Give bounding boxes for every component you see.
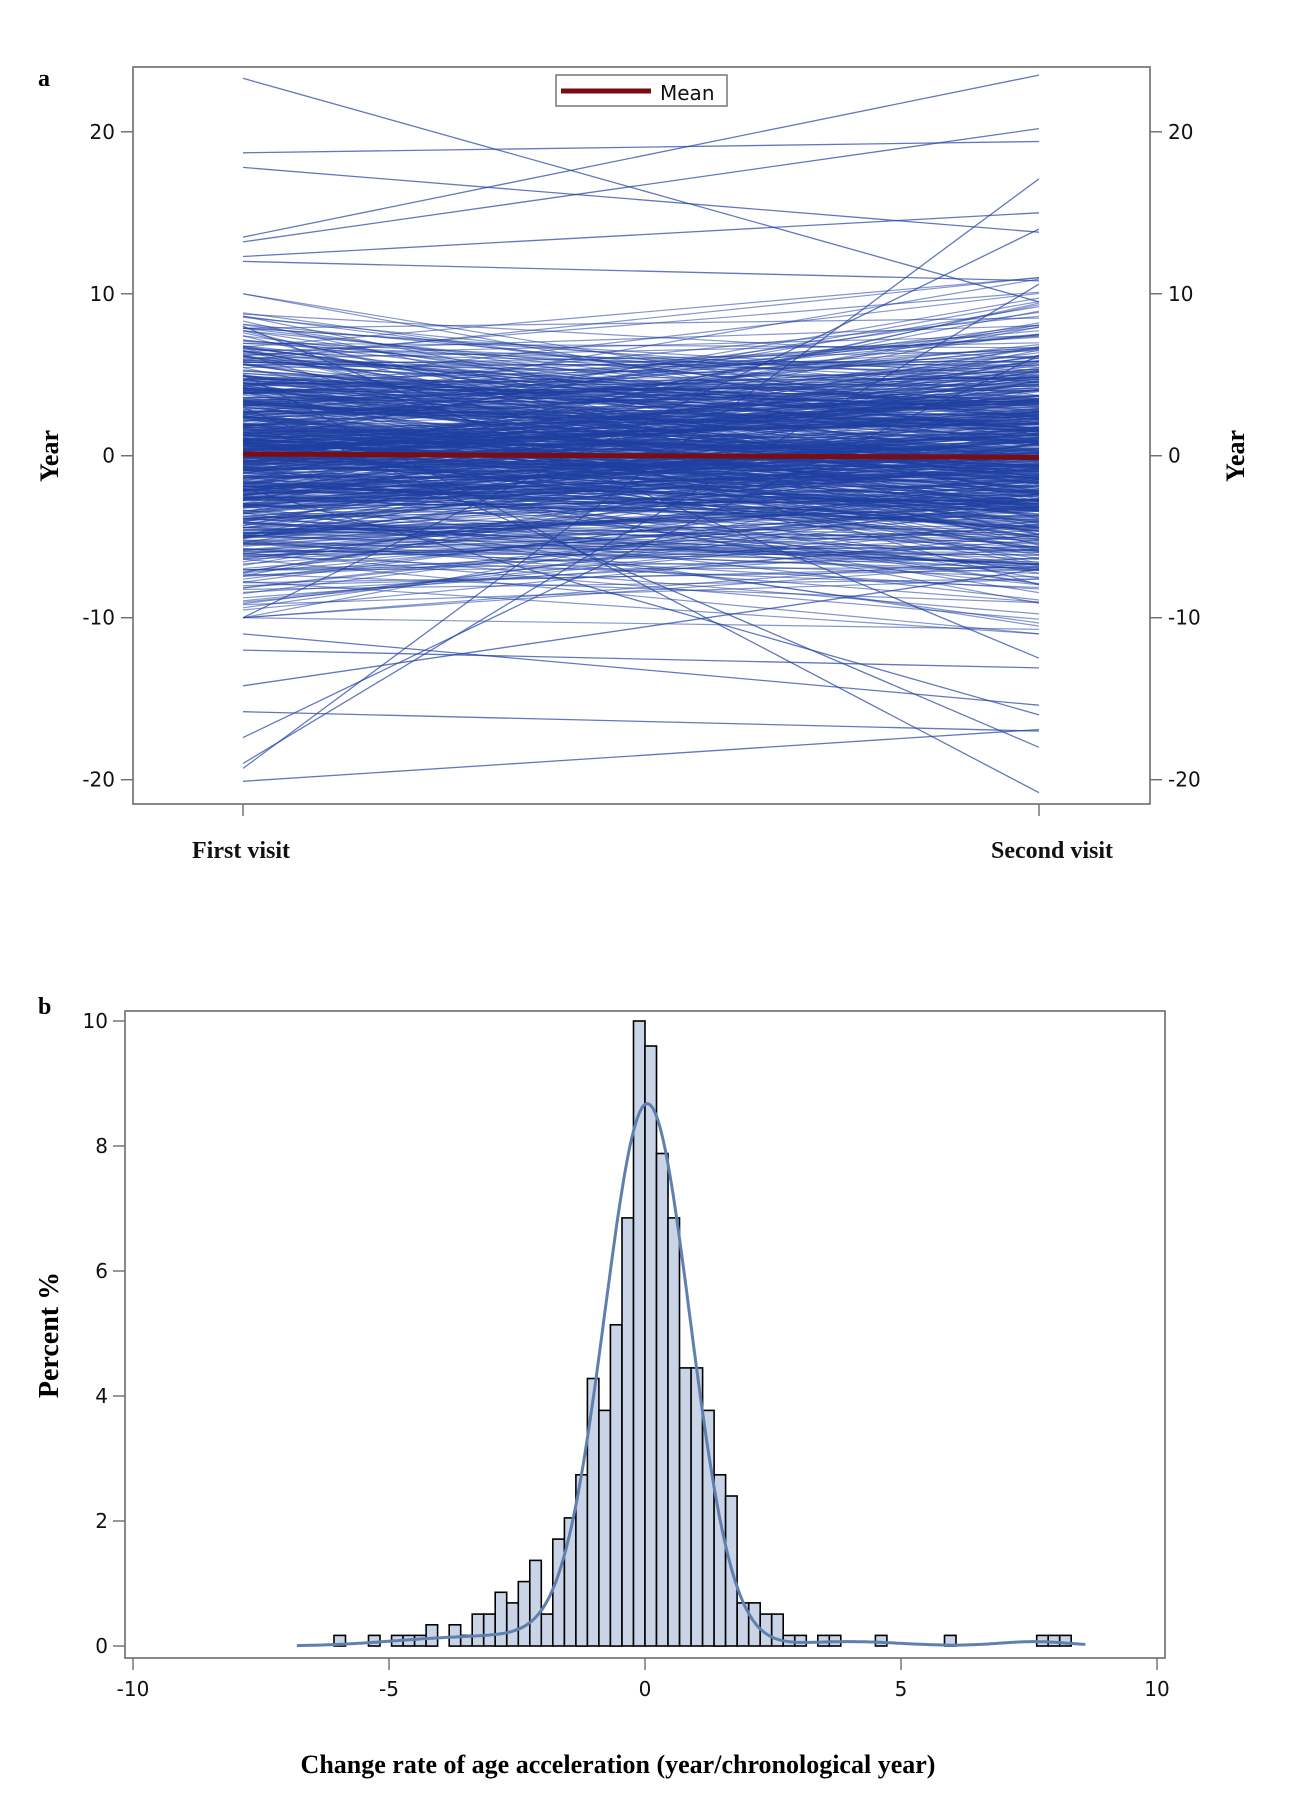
histogram-bar [610, 1325, 622, 1646]
y-tick-label: 10 [83, 1009, 108, 1033]
trajectory-line [243, 213, 1039, 257]
trajectory-line [243, 167, 1039, 232]
histogram-bar [530, 1560, 542, 1646]
x-tick-label: -5 [379, 1677, 399, 1701]
x-tick-label: 0 [639, 1677, 652, 1701]
histogram-bar [795, 1635, 807, 1646]
y-tick-label: 8 [95, 1134, 108, 1158]
y-tick-label-right: 20 [1168, 120, 1193, 144]
trajectory-line [243, 535, 1039, 536]
y-tick-label-right: 0 [1168, 444, 1181, 468]
trajectory-lines [243, 75, 1039, 793]
panel-a-label: a [38, 66, 50, 92]
trajectory-line [243, 142, 1039, 153]
x-tick-label: -10 [117, 1677, 150, 1701]
trajectory-line [243, 78, 1039, 302]
histogram-bar [645, 1046, 657, 1646]
y-tick-label-right: -20 [1168, 768, 1201, 792]
histogram-bar [484, 1614, 496, 1646]
histogram-bars [334, 1021, 1071, 1646]
y-tick-label-right: 10 [1168, 282, 1193, 306]
y-tick-label-left: 0 [102, 444, 115, 468]
panel-b-x-axis-label: Change rate of age acceleration (year/ch… [301, 1750, 936, 1779]
histogram-bar [507, 1603, 519, 1646]
trajectory-line [243, 730, 1039, 782]
x-category-label: First visit [192, 838, 290, 864]
y-tick-label: 0 [95, 1634, 108, 1658]
histogram-bar [553, 1539, 565, 1646]
y-tick-label-left: 20 [90, 120, 115, 144]
mean-line [243, 454, 1039, 457]
y-tick-label: 4 [95, 1384, 108, 1408]
histogram-bar [541, 1614, 553, 1646]
trajectory-line [243, 261, 1039, 280]
trajectory-line [243, 129, 1039, 242]
histogram-bar [668, 1218, 680, 1646]
histogram-bar [472, 1614, 484, 1646]
histogram-bar [495, 1592, 507, 1646]
y-tick-label-right: -10 [1168, 606, 1201, 630]
y-tick-label-left: -10 [82, 606, 115, 630]
y-tick-label: 2 [95, 1509, 108, 1533]
histogram-bar [657, 1154, 669, 1647]
legend-label-mean: Mean [660, 81, 715, 105]
y-tick-label-left: 10 [90, 282, 115, 306]
x-category-label: Second visit [991, 838, 1113, 864]
panel-a-y-axis-label-left: Year [35, 430, 64, 482]
trajectory-line [243, 634, 1039, 705]
histogram-bar [680, 1368, 692, 1646]
panel-a: a -20 -20 -10 -10 0 0 10 10 20 20 First visit Secon… [35, 66, 1250, 864]
trajectory-line [243, 712, 1039, 731]
legend: Mean [556, 75, 727, 106]
panel-b: b 0 2 4 6 8 10 -10 -5 0 5 10 Percent % Change rate… [34, 994, 1170, 1779]
y-tick-label: 6 [95, 1259, 108, 1283]
panel-b-label: b [38, 994, 51, 1020]
histogram-bar [426, 1625, 438, 1646]
trajectory-line [243, 650, 1039, 668]
x-tick-label: 10 [1144, 1677, 1169, 1701]
histogram-bar [518, 1582, 530, 1646]
panel-b-y-axis-label: Percent % [34, 1272, 65, 1398]
histogram-bar [622, 1218, 634, 1646]
x-tick-label: 5 [895, 1677, 908, 1701]
y-tick-label-left: -20 [82, 768, 115, 792]
panel-a-y-axis-label-right: Year [1221, 430, 1250, 482]
histogram-bar [599, 1410, 611, 1646]
